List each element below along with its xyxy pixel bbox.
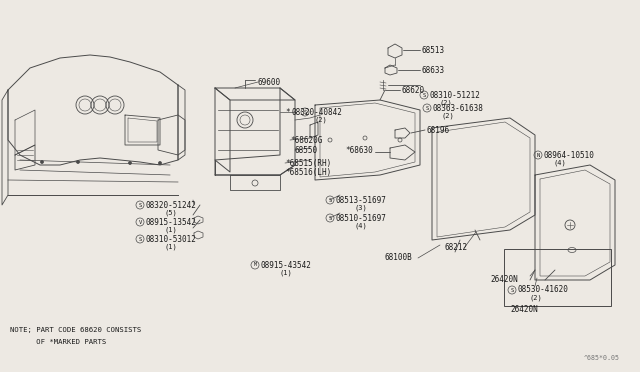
Text: 68550: 68550 [295,145,318,154]
Text: 26420N: 26420N [510,305,538,314]
Text: *68630: *68630 [345,145,372,154]
Text: 68196: 68196 [427,125,450,135]
Text: S: S [138,202,141,208]
Circle shape [77,160,79,164]
Text: S: S [426,106,429,110]
Text: OF *MARKED PARTS: OF *MARKED PARTS [10,339,106,345]
Text: (2): (2) [442,113,455,119]
Text: 08320-51242: 08320-51242 [146,201,197,209]
Text: 08513-51697: 08513-51697 [336,196,387,205]
Text: (4): (4) [554,160,567,166]
Circle shape [40,160,44,164]
Circle shape [129,161,131,164]
Text: V: V [138,219,141,224]
Text: 69600: 69600 [258,77,281,87]
Text: (4): (4) [355,223,368,229]
Text: M: M [253,263,257,267]
Text: 08320-40842: 08320-40842 [292,108,343,116]
Text: ^685*0.05: ^685*0.05 [584,355,620,361]
Text: S: S [303,109,307,115]
Text: (2): (2) [530,295,543,301]
Text: 08530-41620: 08530-41620 [518,285,569,295]
Text: 08510-51697: 08510-51697 [336,214,387,222]
Text: 68100B: 68100B [385,253,413,263]
Text: 08964-10510: 08964-10510 [544,151,595,160]
Text: S: S [422,93,426,97]
Text: (1): (1) [165,244,178,250]
Text: (1): (1) [280,270,292,276]
Circle shape [159,161,161,164]
Text: 68513: 68513 [422,45,445,55]
Text: S: S [328,198,332,202]
Text: 08915-13542: 08915-13542 [146,218,197,227]
Text: (5): (5) [165,210,178,216]
Text: S: S [510,288,514,292]
Text: *68516(LH): *68516(LH) [285,167,332,176]
Text: 26420N: 26420N [490,276,518,285]
Text: *: * [285,108,290,116]
Text: (2): (2) [440,100,452,106]
Text: *68620G: *68620G [290,135,323,144]
Text: 08363-61638: 08363-61638 [433,103,484,112]
Text: S: S [328,215,332,221]
Text: (3): (3) [355,205,368,211]
Text: 08915-43542: 08915-43542 [261,260,312,269]
Text: 68633: 68633 [422,65,445,74]
Text: S: S [138,237,141,241]
Text: (2): (2) [315,117,328,123]
Text: 68620: 68620 [402,86,425,94]
Text: N: N [536,153,540,157]
Text: NOTE; PART CODE 68620 CONSISTS: NOTE; PART CODE 68620 CONSISTS [10,327,141,333]
Text: *68515(RH): *68515(RH) [285,158,332,167]
Text: 08310-53012: 08310-53012 [146,234,197,244]
Text: 68212: 68212 [445,244,468,253]
Text: (1): (1) [165,227,178,233]
Text: 08310-51212: 08310-51212 [430,90,481,99]
